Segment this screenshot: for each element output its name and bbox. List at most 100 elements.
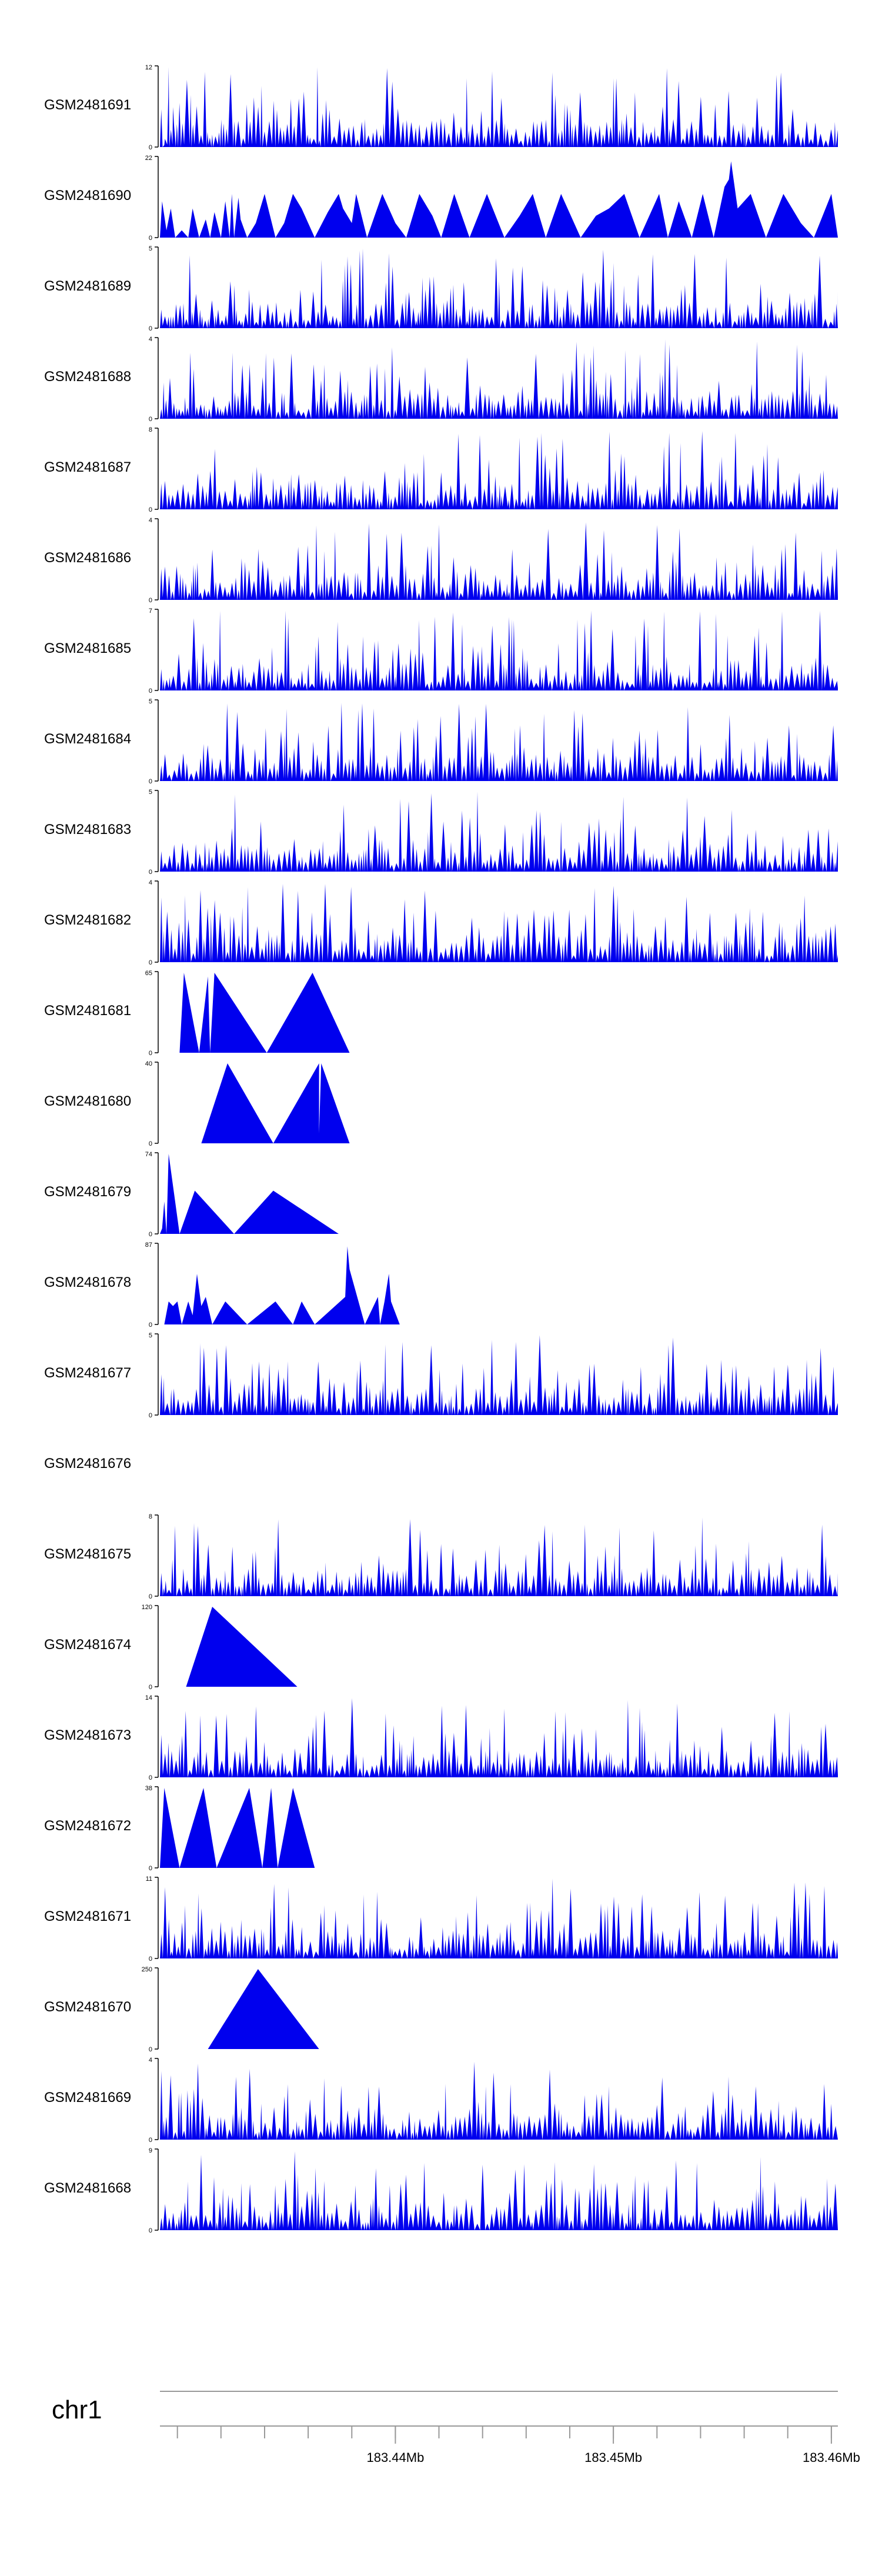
y-axis-min-label: 0 [149, 506, 152, 513]
track-panels: GSM2481691120GSM2481690220GSM248168950GS… [44, 64, 838, 2234]
coverage-area [160, 161, 838, 238]
y-axis-min-label: 0 [149, 235, 152, 242]
track-label: GSM2481674 [44, 1637, 131, 1653]
track-GSM2481686: GSM2481686 4 0 [44, 517, 838, 604]
y-axis-min-label: 0 [149, 2227, 152, 2234]
y-axis-max-label: 9 [149, 2147, 152, 2154]
track-label: GSM2481668 [44, 2180, 131, 2196]
track-label: GSM2481672 [44, 1818, 131, 1834]
y-axis-max-label: 8 [149, 1513, 152, 1520]
track-label: GSM2481670 [44, 1999, 131, 2015]
y-axis-min-label: 0 [149, 1140, 152, 1147]
y-axis-min-label: 0 [149, 1050, 152, 1057]
y-axis-min-label: 0 [149, 2137, 152, 2144]
y-axis-max-label: 5 [149, 698, 152, 705]
track-label: GSM2481671 [44, 1908, 131, 1924]
track-label: GSM2481684 [44, 731, 131, 747]
y-axis-min-label: 0 [149, 1231, 152, 1238]
coverage-area [160, 339, 838, 419]
track-label: GSM2481681 [44, 1003, 131, 1019]
track-label: GSM2481688 [44, 369, 131, 385]
coverage-area [160, 67, 838, 147]
track-label: GSM2481690 [44, 188, 131, 203]
coverage-area [201, 1063, 350, 1143]
y-axis-max-label: 22 [145, 155, 152, 162]
track-GSM2481680: GSM2481680 40 0 [44, 1060, 350, 1147]
track-GSM2481690: GSM2481690 22 0 [44, 155, 838, 242]
coverage-area [160, 1154, 339, 1234]
track-GSM2481683: GSM2481683 5 0 [44, 789, 838, 876]
coverage-area [160, 248, 838, 328]
track-GSM2481688: GSM2481688 4 0 [44, 336, 838, 423]
track-label: GSM2481678 [44, 1274, 131, 1290]
coverage-area [160, 1698, 838, 1777]
coverage-area [160, 792, 838, 872]
track-GSM2481691: GSM2481691 12 0 [44, 64, 838, 151]
y-axis-min-label: 0 [149, 1322, 152, 1329]
track-label: GSM2481689 [44, 278, 131, 294]
y-axis-min-label: 0 [149, 1412, 152, 1419]
coverage-area [160, 703, 838, 781]
coverage-area [208, 1969, 319, 2049]
coverage-area [160, 1788, 315, 1868]
genome-axis: chr1 183.44Mb 183.45Mb 183.46Mb [52, 2391, 860, 2465]
y-axis-min-label: 0 [149, 1956, 152, 1963]
coverage-area [186, 1607, 298, 1687]
coverage-area [160, 1517, 838, 1596]
track-label: GSM2481687 [44, 459, 131, 475]
track-label: GSM2481676 [44, 1456, 131, 1471]
y-axis-max-label: 11 [146, 1876, 152, 1883]
y-axis-min-label: 0 [149, 325, 152, 332]
track-label: GSM2481683 [44, 822, 131, 837]
coverage-area [160, 2061, 838, 2140]
y-axis-max-label: 65 [145, 970, 152, 977]
track-GSM2481684: GSM2481684 5 0 [44, 698, 838, 785]
y-axis-max-label: 250 [142, 1966, 152, 1973]
track-label: GSM2481680 [44, 1093, 131, 1109]
track-label: GSM2481673 [44, 1727, 131, 1743]
track-GSM2481689: GSM2481689 5 0 [44, 245, 838, 332]
ruler-ticks: 183.44Mb 183.45Mb 183.46Mb [176, 2426, 860, 2465]
y-axis-max-label: 5 [149, 245, 152, 252]
y-axis-min-label: 0 [149, 2046, 152, 2053]
y-axis-min-label: 0 [149, 1593, 152, 1600]
y-axis-min-label: 0 [149, 1684, 152, 1691]
track-label: GSM2481675 [44, 1546, 131, 1562]
y-axis-max-label: 12 [145, 64, 152, 71]
y-axis-max-label: 14 [145, 1694, 152, 1701]
track-GSM2481668: GSM2481668 9 0 [44, 2147, 838, 2234]
track-GSM2481669: GSM2481669 4 0 [44, 2057, 838, 2144]
track-GSM2481673: GSM2481673 14 0 [44, 1694, 838, 1781]
track-GSM2481672: GSM2481672 38 0 [44, 1785, 315, 1872]
track-GSM2481685: GSM2481685 7 0 [44, 608, 838, 695]
coverage-area [160, 431, 838, 509]
y-axis-min-label: 0 [149, 869, 152, 876]
coverage-area [179, 973, 350, 1053]
x-tick-label: 183.44Mb [366, 2450, 424, 2465]
coverage-area [160, 2151, 838, 2230]
track-label: GSM2481669 [44, 2090, 131, 2105]
y-axis-max-label: 5 [149, 1332, 152, 1339]
y-axis-min-label: 0 [149, 778, 152, 785]
y-axis-min-label: 0 [149, 416, 152, 423]
y-axis-min-label: 0 [149, 1774, 152, 1781]
coverage-area [160, 610, 838, 690]
y-axis-max-label: 5 [149, 789, 152, 796]
track-GSM2481677: GSM2481677 5 0 [44, 1332, 838, 1419]
coverage-area [160, 883, 838, 962]
x-tick-label: 183.45Mb [584, 2450, 642, 2465]
coverage-area [160, 1335, 838, 1415]
track-GSM2481687: GSM2481687 8 0 [44, 426, 838, 513]
y-axis-max-label: 87 [145, 1242, 152, 1249]
track-label: GSM2481686 [44, 550, 131, 566]
coverage-area [164, 1246, 400, 1324]
track-GSM2481678: GSM2481678 87 0 [44, 1242, 400, 1329]
y-axis-max-label: 8 [149, 426, 152, 433]
y-axis-min-label: 0 [149, 144, 152, 151]
y-axis-max-label: 74 [145, 1151, 152, 1158]
track-label: GSM2481679 [44, 1184, 131, 1200]
y-axis-min-label: 0 [149, 1865, 152, 1872]
track-GSM2481679: GSM2481679 74 0 [44, 1151, 339, 1238]
track-label: GSM2481685 [44, 640, 131, 656]
